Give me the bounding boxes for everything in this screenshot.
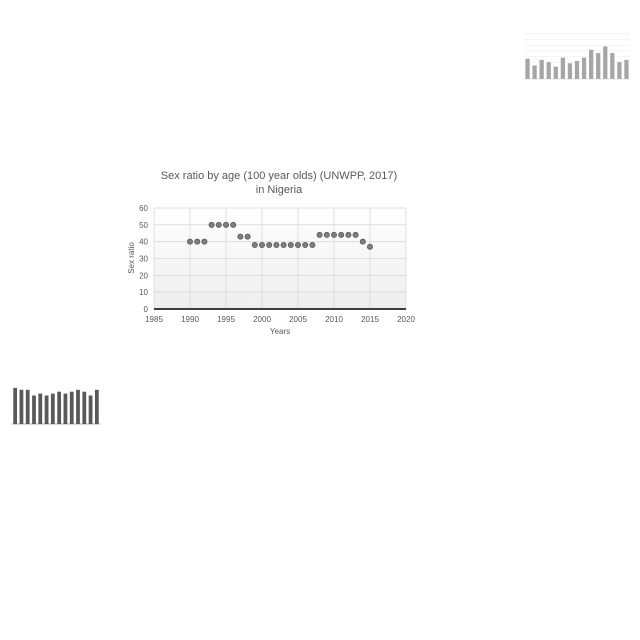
x-axis-label: Years — [270, 327, 290, 336]
data-point — [244, 233, 251, 240]
x-tick-label: 2015 — [361, 315, 379, 324]
data-point — [323, 231, 330, 238]
data-point — [251, 242, 258, 249]
chart-title-line1: Sex ratio by age (100 year olds) (UNWPP,… — [161, 170, 397, 182]
thumbnail-bar — [603, 46, 608, 79]
thumbnail-bar — [617, 62, 622, 79]
y-tick-label: 60 — [139, 204, 148, 213]
thumbnail-bar — [546, 62, 551, 79]
thumbnail-bar — [532, 65, 537, 79]
thumbnail-bar — [624, 59, 629, 79]
y-tick-label: 50 — [139, 221, 148, 230]
data-point — [223, 221, 230, 228]
thumbnail-chart-top-right-svg — [508, 22, 634, 92]
thumbnail-bar — [581, 57, 587, 79]
data-point — [338, 231, 345, 238]
thumbnail-bars — [13, 387, 99, 424]
chart-title-line2: in Nigeria — [256, 184, 303, 196]
y-tick-label: 30 — [139, 255, 148, 264]
data-points — [187, 221, 373, 250]
x-tick-label: 2005 — [289, 315, 307, 324]
thumbnail-bars — [525, 46, 629, 79]
data-point — [273, 242, 280, 249]
thumbnail-bar — [553, 66, 558, 79]
y-axis-label: Sex ratio — [127, 242, 136, 274]
thumbnail-bar — [13, 387, 18, 424]
thumbnail-bar — [539, 59, 544, 79]
thumbnail-bar — [63, 393, 68, 424]
thumbnail-bar — [25, 389, 30, 424]
x-tick-label: 2000 — [253, 315, 271, 324]
thumbnail-bar — [82, 391, 87, 424]
thumbnail-chart-left-svg — [4, 376, 104, 434]
main-chart-svg: Sex ratio by age (100 year olds) (UNWPP,… — [127, 170, 415, 336]
thumbnail-bar — [76, 389, 80, 424]
x-tick-label: 1990 — [181, 315, 199, 324]
thumbnail-chart-left — [4, 376, 104, 434]
x-tick-label: 1995 — [217, 315, 235, 324]
data-point — [309, 242, 316, 249]
y-tick-label: 10 — [139, 288, 148, 297]
thumbnail-bar — [44, 395, 49, 424]
data-point — [359, 238, 366, 245]
thumbnail-bar — [57, 391, 62, 424]
data-point — [258, 242, 265, 249]
thumbnail-bar — [525, 58, 530, 79]
x-tick-label: 2020 — [397, 315, 415, 324]
main-chart: Sex ratio by age (100 year olds) (UNWPP,… — [120, 160, 420, 340]
data-point — [316, 231, 323, 238]
data-point — [366, 243, 373, 250]
data-point — [266, 242, 273, 249]
data-point — [280, 242, 287, 249]
thumbnail-bar — [596, 53, 601, 79]
thumbnail-bar — [50, 393, 55, 424]
thumbnail-bar — [88, 395, 93, 424]
data-point — [330, 231, 337, 238]
x-tick-label: 2010 — [325, 315, 343, 324]
x-tick-label: 1985 — [145, 315, 163, 324]
data-point — [237, 233, 244, 240]
data-point — [208, 221, 215, 228]
data-point — [230, 221, 237, 228]
y-tick-label: 40 — [139, 238, 148, 247]
thumbnail-bar — [69, 391, 74, 424]
y-tick-label: 20 — [139, 271, 148, 280]
y-tick-label: 0 — [144, 305, 149, 314]
thumbnail-chart-top-right — [508, 22, 634, 92]
thumbnail-bar — [38, 393, 43, 424]
thumbnail-bar — [610, 53, 615, 79]
data-point — [294, 242, 301, 249]
data-point — [287, 242, 294, 249]
data-point — [345, 231, 352, 238]
data-point — [201, 238, 208, 245]
thumbnail-bar — [574, 61, 580, 79]
data-point — [194, 238, 201, 245]
thumbnail-bar — [589, 49, 594, 79]
thumbnail-bar — [567, 63, 573, 79]
thumbnail-bar — [560, 57, 565, 79]
tick-labels: 0 10 20 30 40 50 60 1985 1990 1995 2000 2005 2010 201… — [139, 204, 415, 324]
thumbnail-bar — [94, 389, 99, 424]
thumbnail-bar — [19, 389, 24, 424]
data-point — [187, 238, 194, 245]
data-point — [302, 242, 309, 249]
data-point — [352, 231, 359, 238]
thumbnail-bar — [32, 395, 36, 424]
data-point — [215, 221, 222, 228]
